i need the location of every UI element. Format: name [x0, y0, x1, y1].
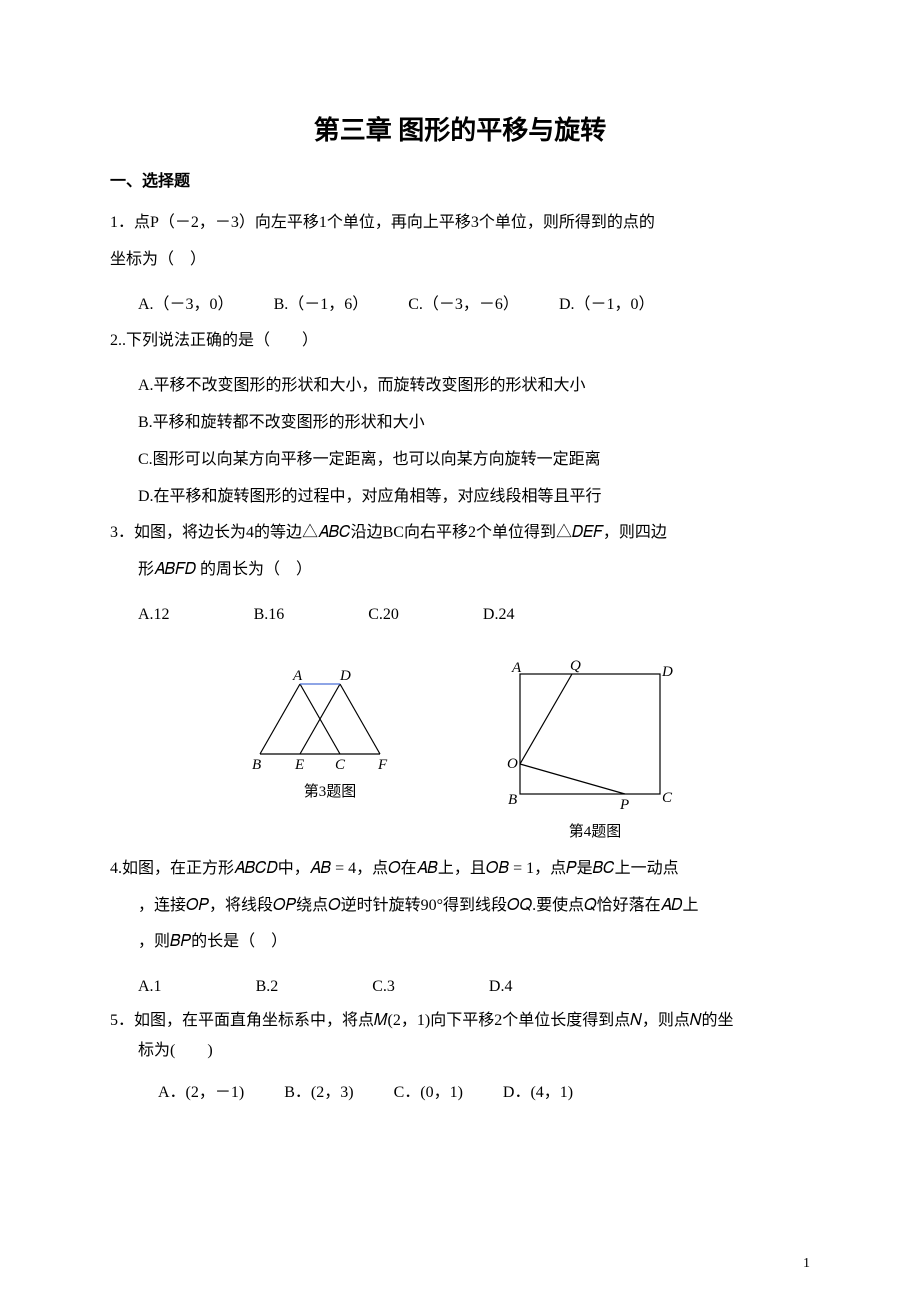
q3-diagram: A D B E C F	[230, 654, 430, 774]
label-a: A	[511, 660, 522, 676]
q5-opt-b: B．(2，3)	[284, 1075, 353, 1112]
q4-opt-d: D.4	[489, 969, 513, 1006]
label-d: D	[661, 664, 673, 680]
q4-diagram: A Q D O B P C	[500, 654, 690, 814]
q3-caption: 第3题图	[304, 780, 357, 801]
question-1: 1．点P（－2，－3）向左平移1个单位，再向上平移3个单位，则所得到的点的 坐标…	[110, 205, 810, 279]
q1-opt-a: A.（－3，0）	[138, 287, 234, 324]
q2-opt-d: D.在平移和旋转图形的过程中，对应角相等，对应线段相等且平行	[110, 479, 810, 516]
q2-opt-b: B.平移和旋转都不改变图形的形状和大小	[110, 405, 810, 442]
q3-options: A.12 B.16 C.20 D.24	[110, 597, 810, 634]
q1-line1: 1．点P（－2，－3）向左平移1个单位，再向上平移3个单位，则所得到的点的	[110, 205, 810, 242]
q2-opt-a: A.平移不改变图形的形状和大小，而旋转改变图形的形状和大小	[110, 368, 810, 405]
q5-opt-a: A．(2，－1)	[158, 1075, 244, 1112]
label-b: B	[508, 792, 517, 808]
label-a: A	[292, 668, 303, 684]
question-2: 2..下列说法正确的是（ ）	[110, 323, 810, 360]
q3-opt-a: A.12	[138, 597, 170, 634]
q1-opt-b: B.（－1，6）	[274, 287, 369, 324]
q4-line3: ，则𝐵𝑃的长是（ ）	[110, 924, 810, 961]
q4-caption: 第4题图	[569, 820, 622, 841]
q3-line2: 形𝐴𝐵𝐹𝐷 的周长为（ ）	[110, 552, 810, 589]
q5-line1: 5．如图，在平面直角坐标系中，将点𝑀(2，1)向下平移2个单位长度得到点𝑁，则点…	[110, 1006, 810, 1036]
label-c: C	[662, 790, 673, 806]
q4-options: A.1 B.2 C.3 D.4	[110, 969, 810, 1006]
q1-options: A.（－3，0） B.（－1，6） C.（－3，－6） D.（－1，0）	[110, 287, 810, 324]
q5-opt-d: D．(4，1)	[503, 1075, 573, 1112]
figure-q3: A D B E C F 第3题图	[230, 654, 430, 841]
page-number: 1	[803, 1256, 810, 1272]
q1-opt-c: C.（－3，－6）	[408, 287, 519, 324]
q1-line2: 坐标为（ ）	[110, 242, 810, 279]
q4-opt-b: B.2	[256, 969, 279, 1006]
q4-opt-c: C.3	[372, 969, 395, 1006]
label-c: C	[335, 757, 346, 773]
label-d: D	[339, 668, 351, 684]
label-q: Q	[570, 658, 581, 674]
q3-opt-c: C.20	[368, 597, 399, 634]
q4-opt-a: A.1	[138, 969, 162, 1006]
q4-line1: 4.如图，在正方形𝐴𝐵𝐶𝐷中，𝐴𝐵 = 4，点𝑂在𝐴𝐵上，且𝑂𝐵 = 1，点𝑃是…	[110, 851, 810, 888]
label-f: F	[377, 757, 388, 773]
q5-line2: 标为( )	[110, 1036, 810, 1066]
label-p: P	[619, 797, 629, 813]
label-b: B	[252, 757, 261, 773]
q5-options: A．(2，－1) B．(2，3) C．(0，1) D．(4，1)	[110, 1075, 810, 1112]
question-3: 3．如图，将边长为4的等边△𝐴𝐵𝐶沿边BC向右平移2个单位得到△𝐷𝐸𝐹，则四边 …	[110, 515, 810, 589]
figure-q4: A Q D O B P C 第4题图	[500, 654, 690, 841]
q2-opt-c: C.图形可以向某方向平移一定距离，也可以向某方向旋转一定距离	[110, 442, 810, 479]
section-heading: 一、选择题	[110, 167, 810, 191]
label-o: O	[507, 756, 518, 772]
q3-opt-d: D.24	[483, 597, 515, 634]
q5-opt-c: C．(0，1)	[394, 1075, 463, 1112]
q3-line1: 3．如图，将边长为4的等边△𝐴𝐵𝐶沿边BC向右平移2个单位得到△𝐷𝐸𝐹，则四边	[110, 515, 810, 552]
q4-line2: ，连接𝑂𝑃，将线段𝑂𝑃绕点𝑂逆时针旋转90°得到线段𝑂𝑄.要使点𝑄恰好落在𝐴𝐷上	[110, 888, 810, 925]
q1-opt-d: D.（－1，0）	[559, 287, 655, 324]
question-5: 5．如图，在平面直角坐标系中，将点𝑀(2，1)向下平移2个单位长度得到点𝑁，则点…	[110, 1006, 810, 1067]
label-e: E	[294, 757, 304, 773]
q3-opt-b: B.16	[254, 597, 285, 634]
figures-row: A D B E C F 第3题图 A	[110, 654, 810, 841]
question-4: 4.如图，在正方形𝐴𝐵𝐶𝐷中，𝐴𝐵 = 4，点𝑂在𝐴𝐵上，且𝑂𝐵 = 1，点𝑃是…	[110, 851, 810, 961]
chapter-title: 第三章 图形的平移与旋转	[110, 110, 810, 147]
